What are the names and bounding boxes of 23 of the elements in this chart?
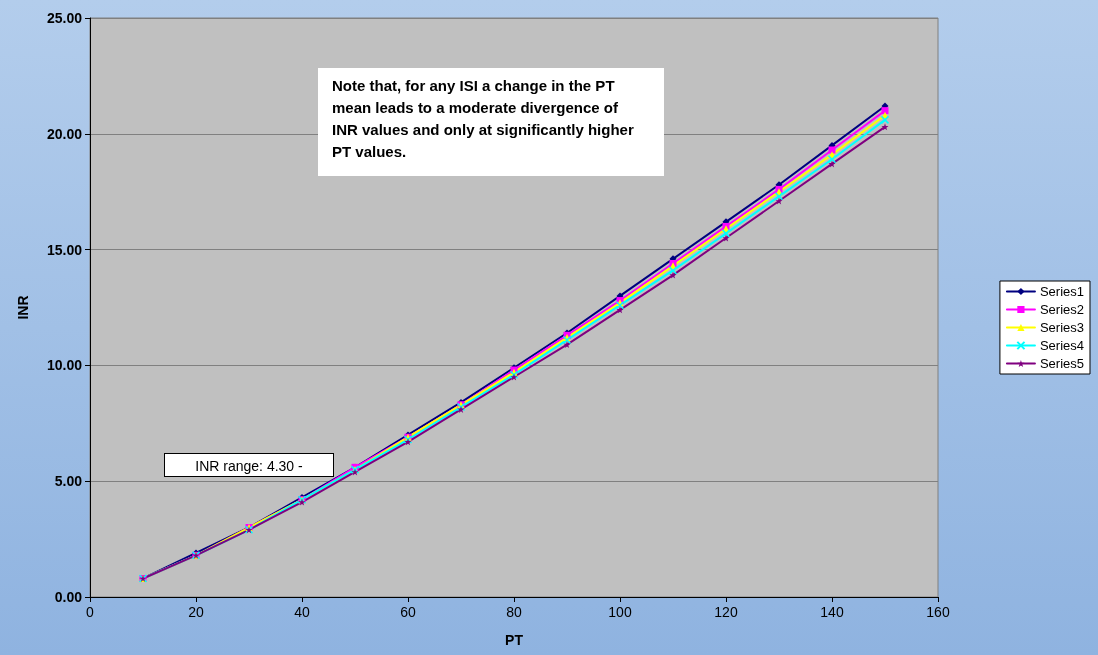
x-tick-label: 60	[400, 604, 416, 620]
legend-label: Series2	[1039, 302, 1084, 317]
y-tick-label: 10.00	[46, 357, 83, 374]
y-tick-label: 15.00	[46, 241, 83, 258]
x-tick-label: 80	[506, 604, 522, 620]
x-tick-label: 20	[188, 604, 204, 620]
x-tick-label: 40	[294, 604, 310, 620]
y-tick-label: 0.00	[54, 589, 83, 605]
y-tick-label: 20.00	[46, 125, 83, 142]
x-tick-label: 100	[608, 604, 632, 620]
legend-label: Series5	[1039, 356, 1084, 371]
x-tick-label: 120	[714, 604, 738, 620]
y-tick-label: 5.00	[54, 473, 83, 490]
y-axis-title: INR	[15, 295, 31, 320]
x-axis-title: PT	[505, 632, 524, 648]
legend-label: Series3	[1039, 320, 1084, 335]
x-tick-label: 0	[86, 604, 95, 620]
x-tick-label: 140	[820, 604, 844, 620]
legend-label: Series4	[1039, 338, 1084, 353]
x-tick-label: 160	[926, 604, 950, 620]
annotation: Note that, for any ISI a change in the PT mean leads to a moderate divergence of INR values and only at significantly higher PT values.	[332, 76, 635, 162]
legend-label: Series1	[1039, 284, 1084, 299]
y-tick-label: 25.00	[46, 10, 83, 26]
